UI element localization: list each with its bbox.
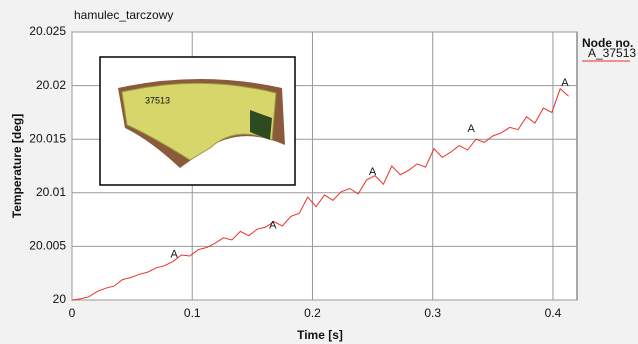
y-tick-label: 20: [53, 292, 67, 306]
x-tick-label: 0.3: [424, 306, 441, 320]
y-tick-label: 20.025: [29, 24, 66, 38]
y-tick-label: 20.01: [36, 185, 66, 199]
inset: 37513: [100, 57, 295, 185]
annotation: A: [561, 77, 569, 89]
y-tick-label: 20.005: [29, 239, 66, 253]
x-tick-label: 0.2: [304, 306, 321, 320]
x-axis-label: Time [s]: [297, 328, 343, 342]
x-tick-label: 0: [69, 306, 76, 320]
inset-label: 37513: [145, 95, 170, 105]
annotation: A: [468, 123, 476, 135]
chart: hamulec_tarczowy Time [s] Temperature [d…: [0, 0, 638, 344]
legend-label[interactable]: A_37513: [588, 46, 636, 60]
y-tick-label: 20.02: [36, 78, 66, 92]
y-axis-label: Temperature [deg]: [10, 114, 24, 218]
annotation: A: [369, 166, 377, 178]
x-tick-label: 0.4: [545, 306, 562, 320]
chart-title: hamulec_tarczowy: [74, 8, 173, 22]
annotation: A: [269, 219, 277, 231]
x-tick-label: 0.1: [184, 306, 201, 320]
y-tick-label: 20.015: [29, 131, 66, 145]
annotation: A: [171, 248, 179, 260]
